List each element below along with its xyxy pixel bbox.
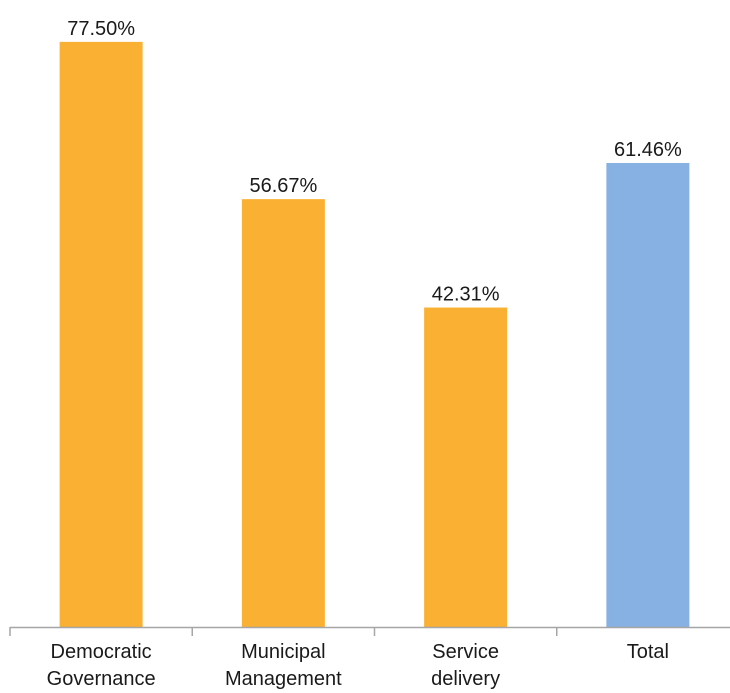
category-label-3-line-0: Total <box>627 641 669 663</box>
category-label-0: Democratic Governance <box>47 641 156 690</box>
category-label-0-line-0: Democratic <box>51 641 152 663</box>
category-label-2-line-0: Service <box>432 641 499 663</box>
data-label-1: 56.67% <box>249 175 317 197</box>
data-label-0: 77.50% <box>67 18 135 40</box>
category-label-2-line-1: delivery <box>431 668 500 690</box>
category-label-3: Total <box>627 641 669 663</box>
bar-1 <box>241 199 325 628</box>
bars-layer <box>59 41 690 628</box>
category-label-1: Municipal Management <box>225 641 342 690</box>
data-labels-layer: 77.50% 56.67% 42.31% 61.46% <box>67 18 682 306</box>
x-axis <box>9 626 730 636</box>
category-label-1-line-0: Municipal <box>241 641 325 663</box>
category-label-0-line-1: Governance <box>47 668 156 690</box>
category-label-1-line-1: Management <box>225 668 342 690</box>
bar-3 <box>606 162 690 628</box>
data-label-2: 42.31% <box>432 284 500 306</box>
data-label-3: 61.46% <box>614 139 682 161</box>
bar-2 <box>424 307 508 627</box>
category-labels-layer: Democratic Governance Municipal Management S… <box>47 641 669 690</box>
bar-0 <box>59 41 143 627</box>
category-label-2: Service delivery <box>431 641 500 690</box>
